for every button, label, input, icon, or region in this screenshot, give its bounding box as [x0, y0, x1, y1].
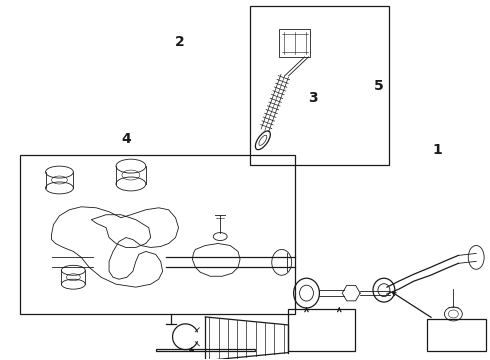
Text: 2: 2 [174, 36, 184, 49]
Text: 5: 5 [374, 79, 384, 93]
Text: 1: 1 [432, 143, 442, 157]
Text: 3: 3 [308, 91, 318, 105]
Text: 4: 4 [121, 132, 131, 146]
